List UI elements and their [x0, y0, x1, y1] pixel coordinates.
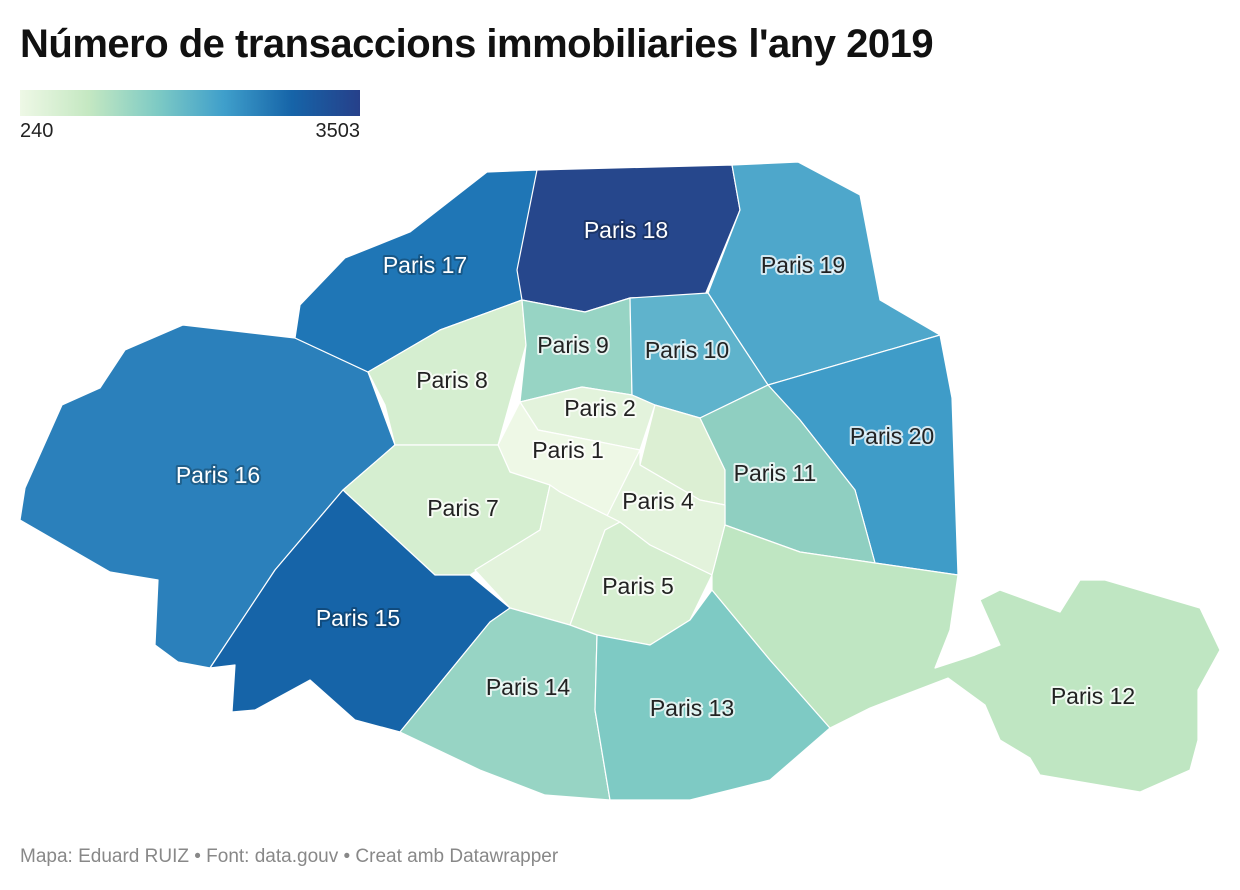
districts-layer [19, 161, 1221, 801]
district-label-19: Paris 19 [761, 252, 845, 278]
legend-min-label: 240 [20, 120, 54, 142]
map-title: Número de transaccions immobiliaries l'a… [20, 22, 934, 66]
district-label-12: Paris 12 [1051, 683, 1135, 709]
color-legend: 240 3503 [20, 90, 360, 144]
district-label-20: Paris 20 [850, 423, 934, 449]
district-label-11: Paris 11 [734, 460, 817, 486]
district-label-4: Paris 4 [622, 488, 694, 514]
district-label-5: Paris 5 [602, 573, 674, 599]
district-label-13: Paris 13 [650, 695, 734, 721]
legend-gradient-bar [20, 90, 360, 116]
district-label-7: Paris 7 [427, 495, 499, 521]
district-15[interactable] [209, 489, 511, 733]
district-label-15: Paris 15 [316, 605, 400, 631]
district-labels-layer: Paris 16 Paris 17 Paris 18 Paris 19 Pari… [174, 215, 1137, 723]
district-label-18: Paris 18 [584, 217, 668, 243]
district-8[interactable] [367, 299, 527, 446]
district-16[interactable] [19, 324, 396, 669]
map-footer-credits: Mapa: Eduard RUIZ • Font: data.gouv • Cr… [20, 846, 559, 867]
district-label-1: Paris 1 [532, 437, 604, 463]
district-label-9: Paris 9 [537, 332, 609, 358]
legend-labels: 240 3503 [20, 120, 360, 144]
district-label-8: Paris 8 [416, 367, 488, 393]
district-label-10: Paris 10 [645, 337, 729, 363]
district-label-16: Paris 16 [176, 462, 260, 488]
district-label-14: Paris 14 [486, 674, 571, 700]
legend-max-label: 3503 [315, 120, 361, 142]
district-12[interactable] [711, 524, 1221, 793]
district-label-17: Paris 17 [383, 252, 467, 278]
district-label-2: Paris 2 [564, 395, 636, 421]
